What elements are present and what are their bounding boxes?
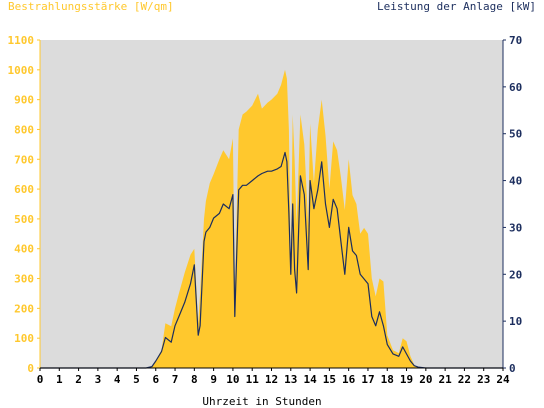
right-tick-label: 40 [509,175,522,188]
x-tick-label: 22 [458,373,471,386]
left-tick-label: 1100 [8,34,35,47]
x-tick-label: 11 [246,373,260,386]
right-tick-label: 50 [509,128,522,141]
left-tick-label: 0 [27,362,34,375]
x-tick-label: 6 [152,373,159,386]
x-tick-label: 24 [496,373,510,386]
left-tick-label: 100 [14,332,34,345]
left-axis-title: Bestrahlungsstärke [W/qm] [8,0,174,13]
left-tick-label: 300 [14,273,34,286]
right-tick-label: 60 [509,81,522,94]
irradiance-area [40,69,503,369]
x-tick-label: 23 [477,373,490,386]
x-tick-label: 21 [439,373,453,386]
x-tick-label: 4 [114,373,121,386]
series-layer [40,69,503,369]
x-tick-label: 3 [95,373,102,386]
right-tick-label: 20 [509,268,522,281]
left-tick-label: 500 [14,213,34,226]
left-tick-label: 200 [14,302,34,315]
x-axis-label: Uhrzeit in Stunden [202,395,321,408]
left-tick-label: 400 [14,243,34,256]
x-tick-label: 9 [210,373,217,386]
x-tick-label: 7 [172,373,179,386]
x-tick-label: 17 [361,373,374,386]
x-tick-label: 16 [342,373,356,386]
power-line [40,151,503,369]
axes-layer: 0100200300400500600700800900100011000102… [8,34,523,386]
right-tick-label: 70 [509,34,522,47]
right-axis-title: Leistung der Anlage [kW] [377,0,536,13]
x-tick-label: 2 [75,373,82,386]
x-tick-label: 12 [265,373,278,386]
x-tick-label: 10 [226,373,239,386]
left-tick-label: 600 [14,183,34,196]
left-tick-label: 800 [14,123,34,136]
x-tick-label: 5 [133,373,140,386]
left-tick-label: 700 [14,153,34,166]
x-tick-label: 13 [284,373,297,386]
x-tick-label: 0 [37,373,44,386]
left-tick-label: 900 [14,94,34,107]
left-tick-label: 1000 [8,64,35,77]
x-tick-label: 1 [56,373,63,386]
x-tick-label: 19 [400,373,413,386]
x-tick-label: 15 [323,373,336,386]
x-tick-label: 18 [381,373,394,386]
right-tick-label: 10 [509,315,522,328]
right-tick-label: 30 [509,221,522,234]
x-tick-label: 8 [191,373,198,386]
x-tick-label: 14 [303,373,317,386]
x-tick-label: 20 [419,373,432,386]
right-tick-label: 0 [509,362,516,375]
